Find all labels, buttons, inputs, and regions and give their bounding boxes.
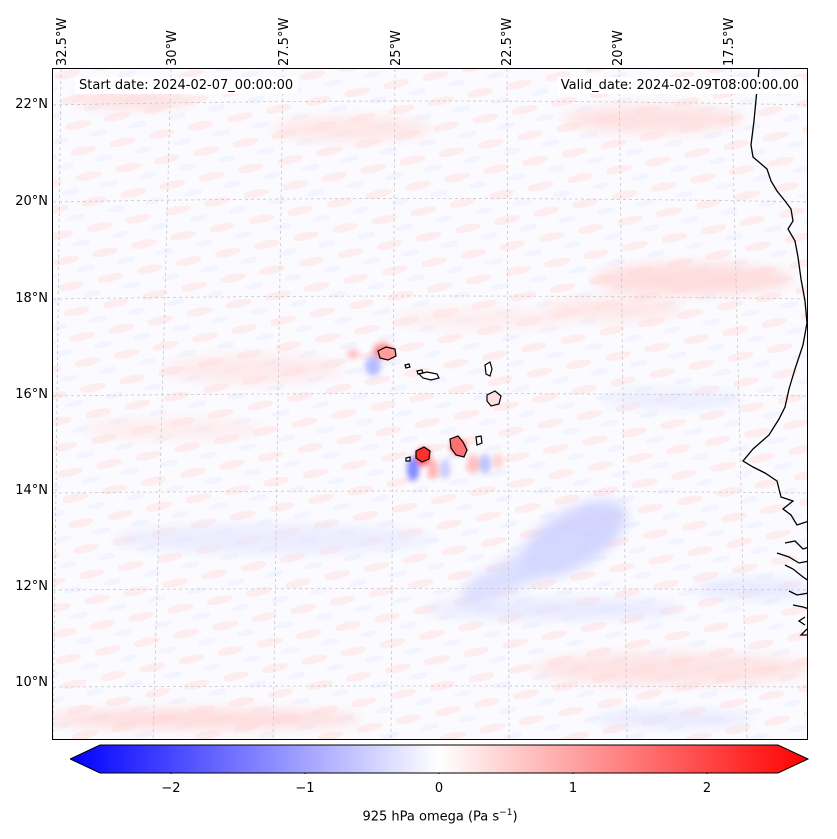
lon-label-20w: 20°W [611,30,626,66]
island-maio [475,435,483,446]
lon-label-30w: 30°W [165,30,180,66]
lat-label-14n: 14°N [15,483,48,498]
valid-date-label: Valid_date: 2024-02-09T08:00:00.00 [556,77,803,94]
lat-label-10n: 10°N [15,675,48,690]
island-fogo [415,446,431,463]
west-africa-coastline [742,69,807,636]
lat-label-20n: 20°N [15,194,48,209]
lon-label-22-5w: 22.5°W [500,17,515,66]
cape-verde-islands [377,346,502,463]
lon-label-25w: 25°W [389,30,404,66]
graticule [53,69,807,739]
island-santiago [449,435,468,458]
island-sao-nicolau [417,371,440,381]
map-panel: Start date: 2024-02-07_00:00:00 Valid_da… [52,68,808,740]
colorbar [68,744,810,777]
colorbar-tick-neg2: −2 [161,781,181,796]
lat-label-12n: 12°N [15,579,48,594]
lon-label-27-5w: 27.5°W [277,17,292,66]
lat-label-18n: 18°N [15,291,48,306]
island-sal [484,361,493,377]
lon-label-32-5w: 32.5°W [55,17,70,66]
colorbar-label: 925 hPa omega (Pa s−1) [362,808,518,825]
lat-label-22n: 22°N [15,97,48,112]
colorbar-tick-0: 0 [434,781,444,796]
island-sao-vicente [404,363,411,369]
island-santo-antao [377,346,397,361]
colorbar-tick-1: 1 [568,781,578,796]
lat-label-16n: 16°N [15,387,48,402]
colorbar-tick-neg1: −1 [295,781,315,796]
colorbar-tick-2: 2 [702,781,712,796]
lon-label-17-5w: 17.5°W [722,17,737,66]
map-field [53,69,807,739]
island-brava [405,456,411,462]
omega-field-blobs [53,89,807,729]
island-boa-vista [486,390,502,407]
colorbar-gradient [68,744,810,777]
start-date-label: Start date: 2024-02-07_00:00:00 [75,77,298,94]
